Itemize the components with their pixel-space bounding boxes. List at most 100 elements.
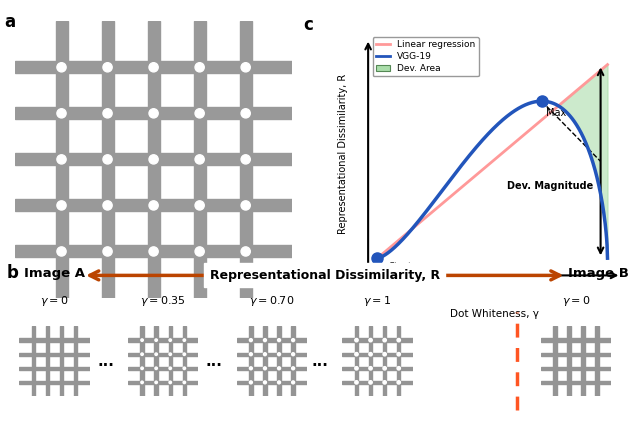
Circle shape: [264, 339, 266, 342]
Circle shape: [397, 381, 401, 384]
Bar: [342, 338, 413, 342]
Bar: [553, 326, 557, 397]
Bar: [342, 352, 413, 356]
Circle shape: [355, 367, 358, 370]
Circle shape: [149, 155, 158, 164]
Circle shape: [103, 201, 112, 210]
Bar: [541, 352, 611, 356]
Circle shape: [264, 367, 266, 370]
Circle shape: [278, 353, 280, 356]
Circle shape: [103, 63, 112, 72]
Circle shape: [241, 201, 250, 210]
Circle shape: [149, 201, 158, 210]
Text: a: a: [4, 13, 15, 31]
Circle shape: [57, 109, 66, 118]
Circle shape: [278, 381, 280, 384]
Bar: [237, 381, 307, 384]
Bar: [541, 381, 611, 384]
Circle shape: [250, 353, 252, 356]
Circle shape: [264, 381, 266, 384]
Circle shape: [241, 247, 250, 256]
Bar: [168, 326, 172, 397]
Bar: [128, 352, 198, 356]
Text: b: b: [6, 264, 19, 281]
Circle shape: [149, 109, 158, 118]
Bar: [237, 338, 307, 342]
Bar: [194, 21, 205, 297]
Text: c: c: [303, 16, 313, 34]
Circle shape: [369, 352, 372, 356]
Bar: [128, 338, 198, 342]
Bar: [102, 21, 113, 297]
Bar: [15, 153, 292, 165]
Circle shape: [195, 247, 204, 256]
Bar: [19, 352, 90, 356]
Circle shape: [397, 367, 401, 370]
Circle shape: [241, 109, 250, 118]
Bar: [581, 326, 585, 397]
Circle shape: [155, 353, 157, 355]
Text: Image B: Image B: [568, 267, 629, 280]
Text: ...: ...: [206, 354, 223, 369]
Circle shape: [169, 353, 172, 355]
Bar: [541, 338, 611, 342]
Circle shape: [250, 339, 252, 342]
Bar: [397, 326, 401, 397]
Circle shape: [250, 381, 252, 384]
Bar: [19, 338, 90, 342]
Circle shape: [195, 63, 204, 72]
Text: $\gamma = 0$: $\gamma = 0$: [40, 294, 68, 308]
Circle shape: [149, 63, 158, 72]
Bar: [237, 352, 307, 356]
Circle shape: [183, 381, 186, 384]
Circle shape: [155, 339, 157, 341]
Bar: [291, 326, 295, 397]
Circle shape: [292, 339, 294, 342]
Circle shape: [195, 155, 204, 164]
Text: ...: ...: [97, 354, 114, 369]
Bar: [60, 326, 63, 397]
Circle shape: [383, 381, 387, 384]
Text: $\gamma = 0$: $\gamma = 0$: [562, 294, 590, 308]
Circle shape: [355, 352, 358, 356]
Circle shape: [195, 109, 204, 118]
Circle shape: [292, 353, 294, 356]
Circle shape: [278, 339, 280, 342]
Text: Image A: Image A: [24, 267, 85, 280]
Bar: [31, 326, 35, 397]
Circle shape: [355, 338, 358, 342]
Circle shape: [369, 381, 372, 384]
Bar: [355, 326, 358, 397]
Bar: [541, 367, 611, 370]
Bar: [140, 326, 144, 397]
Bar: [45, 326, 49, 397]
Bar: [56, 21, 67, 297]
Circle shape: [103, 247, 112, 256]
Bar: [369, 326, 372, 397]
Circle shape: [264, 353, 266, 356]
Circle shape: [103, 109, 112, 118]
Circle shape: [241, 155, 250, 164]
Circle shape: [369, 367, 372, 370]
Bar: [342, 367, 413, 370]
Circle shape: [169, 381, 172, 384]
Circle shape: [292, 367, 294, 370]
Circle shape: [149, 247, 158, 256]
Bar: [383, 326, 387, 397]
Circle shape: [183, 367, 186, 369]
Circle shape: [169, 339, 172, 341]
Circle shape: [103, 155, 112, 164]
Bar: [15, 108, 292, 119]
Circle shape: [155, 367, 157, 369]
Circle shape: [169, 367, 172, 369]
Bar: [567, 326, 571, 397]
Circle shape: [183, 339, 186, 341]
Circle shape: [250, 367, 252, 370]
Circle shape: [383, 352, 387, 356]
Bar: [240, 21, 252, 297]
Bar: [263, 326, 267, 397]
Text: $\gamma = 0.35$: $\gamma = 0.35$: [140, 294, 186, 308]
Bar: [148, 21, 159, 297]
Circle shape: [397, 338, 401, 342]
Circle shape: [141, 381, 143, 384]
